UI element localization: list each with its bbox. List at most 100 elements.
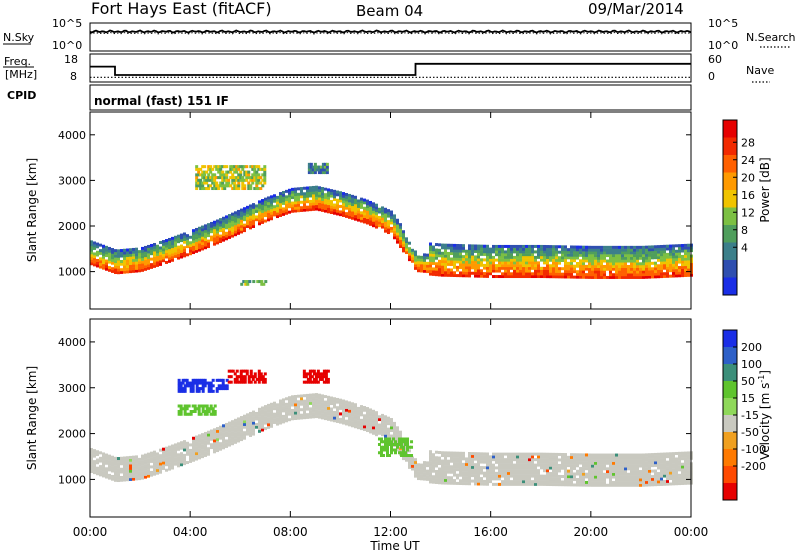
power-cell xyxy=(204,238,207,242)
power-cell xyxy=(483,258,486,262)
velocity-cell xyxy=(531,463,534,467)
velocity-cell xyxy=(648,480,651,484)
velocity-cell xyxy=(312,398,315,402)
velocity-cell xyxy=(114,470,117,474)
velocity-cell xyxy=(258,416,261,420)
power-cell xyxy=(684,268,687,272)
power-cell xyxy=(318,205,321,209)
power-cell xyxy=(417,261,420,265)
velocity-cell xyxy=(684,473,687,477)
velocity-cell xyxy=(546,482,549,486)
velocity-cell xyxy=(387,427,390,431)
velocity-cell xyxy=(555,455,558,459)
velocity-cell xyxy=(675,457,678,461)
power-cell xyxy=(263,178,267,182)
velocity-cell xyxy=(135,471,138,475)
power-cell xyxy=(129,250,132,254)
power-cell xyxy=(621,256,624,260)
velocity-cell xyxy=(645,472,648,476)
power-cell xyxy=(645,253,648,257)
velocity-cell xyxy=(135,463,138,467)
power-cell xyxy=(501,253,504,257)
velocity-cell xyxy=(180,446,183,450)
power-cell xyxy=(197,184,201,188)
velocity-cell xyxy=(444,454,447,458)
velocity-cell xyxy=(259,372,263,376)
velocity-cell xyxy=(216,432,219,436)
velocity-cell xyxy=(459,460,462,464)
velocity-cell xyxy=(199,404,203,408)
velocity-cell xyxy=(648,458,651,462)
power-cell xyxy=(540,244,543,248)
power-cell xyxy=(633,273,636,277)
power-cell xyxy=(138,250,141,254)
power-cell xyxy=(492,269,495,273)
velocity-cell xyxy=(357,415,360,419)
power-cell xyxy=(126,259,129,263)
velocity-cell xyxy=(187,404,191,408)
velocity-cell xyxy=(384,431,387,435)
velocity-cell xyxy=(245,369,249,373)
velocity-cell xyxy=(684,465,687,469)
velocity-cell xyxy=(591,453,594,457)
velocity-cell xyxy=(675,468,678,472)
power-cell xyxy=(588,262,591,266)
power-cell xyxy=(468,263,471,267)
velocity-cell xyxy=(504,469,507,473)
velocity-cell xyxy=(312,412,315,416)
velocity-cell xyxy=(570,458,573,462)
power-cell xyxy=(264,211,267,215)
power-cell xyxy=(543,250,546,254)
power-cell xyxy=(411,254,414,258)
power-cell xyxy=(633,245,636,249)
velocity-cell xyxy=(642,469,645,473)
velocity-cell xyxy=(288,396,291,400)
velocity-cell xyxy=(510,474,513,478)
power-cell xyxy=(585,273,588,277)
velocity-cell xyxy=(447,467,450,471)
velocity-cell xyxy=(612,470,615,474)
power-cell xyxy=(294,190,297,194)
velocity-cell xyxy=(666,477,669,481)
power-cell xyxy=(312,196,315,200)
velocity-cell xyxy=(126,464,129,468)
velocity-cell xyxy=(621,467,624,471)
power-cell xyxy=(480,250,483,254)
velocity-cell xyxy=(465,482,468,486)
power-cell xyxy=(203,187,207,191)
velocity-cell xyxy=(618,470,621,474)
power-cell xyxy=(546,264,549,268)
velocity-cell xyxy=(111,466,114,470)
power-cell xyxy=(216,233,219,237)
velocity-cell xyxy=(308,369,312,373)
power-cell xyxy=(549,264,552,268)
power-cell xyxy=(177,256,180,260)
power-cell xyxy=(99,262,102,266)
velocity-cell xyxy=(216,427,219,431)
power-cell xyxy=(426,256,429,260)
power-cell xyxy=(495,275,498,279)
power-cell xyxy=(480,269,483,273)
power-cell xyxy=(414,261,417,265)
power-cell xyxy=(501,250,504,254)
power-cell xyxy=(90,259,93,263)
velocity-cell xyxy=(156,463,159,467)
velocity-cell xyxy=(684,481,687,485)
velocity-cell xyxy=(459,465,462,469)
velocity-cell xyxy=(633,464,636,468)
power-cell xyxy=(90,245,93,249)
power-cell xyxy=(477,258,480,262)
velocity-cell xyxy=(282,406,285,410)
velocity-cell xyxy=(398,451,402,455)
power-cell xyxy=(240,214,243,218)
velocity-cell xyxy=(381,419,384,423)
power-cell xyxy=(264,280,268,284)
velocity-cell xyxy=(261,417,264,421)
noise-right-tick-bottom: 10^0 xyxy=(708,39,738,52)
velocity-cell xyxy=(270,419,273,423)
power-cell xyxy=(495,269,498,273)
power-cell xyxy=(222,235,225,239)
velocity-cell xyxy=(501,455,504,459)
power-cell xyxy=(153,264,156,268)
power-cell xyxy=(186,245,189,249)
